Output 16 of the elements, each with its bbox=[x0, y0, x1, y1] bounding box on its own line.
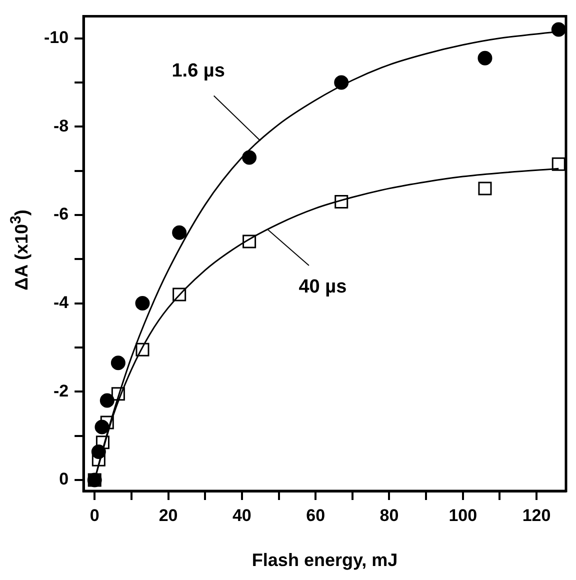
y-tick-label: -6 bbox=[53, 204, 69, 224]
x-tick-label: 100 bbox=[448, 506, 478, 525]
x-tick-label: 80 bbox=[380, 506, 399, 525]
x-tick-label: 60 bbox=[306, 506, 326, 525]
x-axis-title: Flash energy, mJ bbox=[252, 550, 398, 570]
y-tick-label: 0 bbox=[59, 470, 69, 489]
x-tick-label: 20 bbox=[158, 506, 178, 525]
annotation: 40 µs bbox=[298, 276, 347, 298]
x-tick-label: 0 bbox=[90, 506, 100, 525]
y-tick-label: -2 bbox=[53, 381, 69, 400]
y-tick-label: -8 bbox=[53, 116, 69, 136]
annotation: 1.6 µs bbox=[172, 60, 225, 82]
x-tick-label: 120 bbox=[522, 506, 551, 525]
y-tick-label: -4 bbox=[53, 292, 70, 312]
y-tick-label: -10 bbox=[44, 28, 69, 47]
x-tick-label: 40 bbox=[232, 506, 252, 525]
